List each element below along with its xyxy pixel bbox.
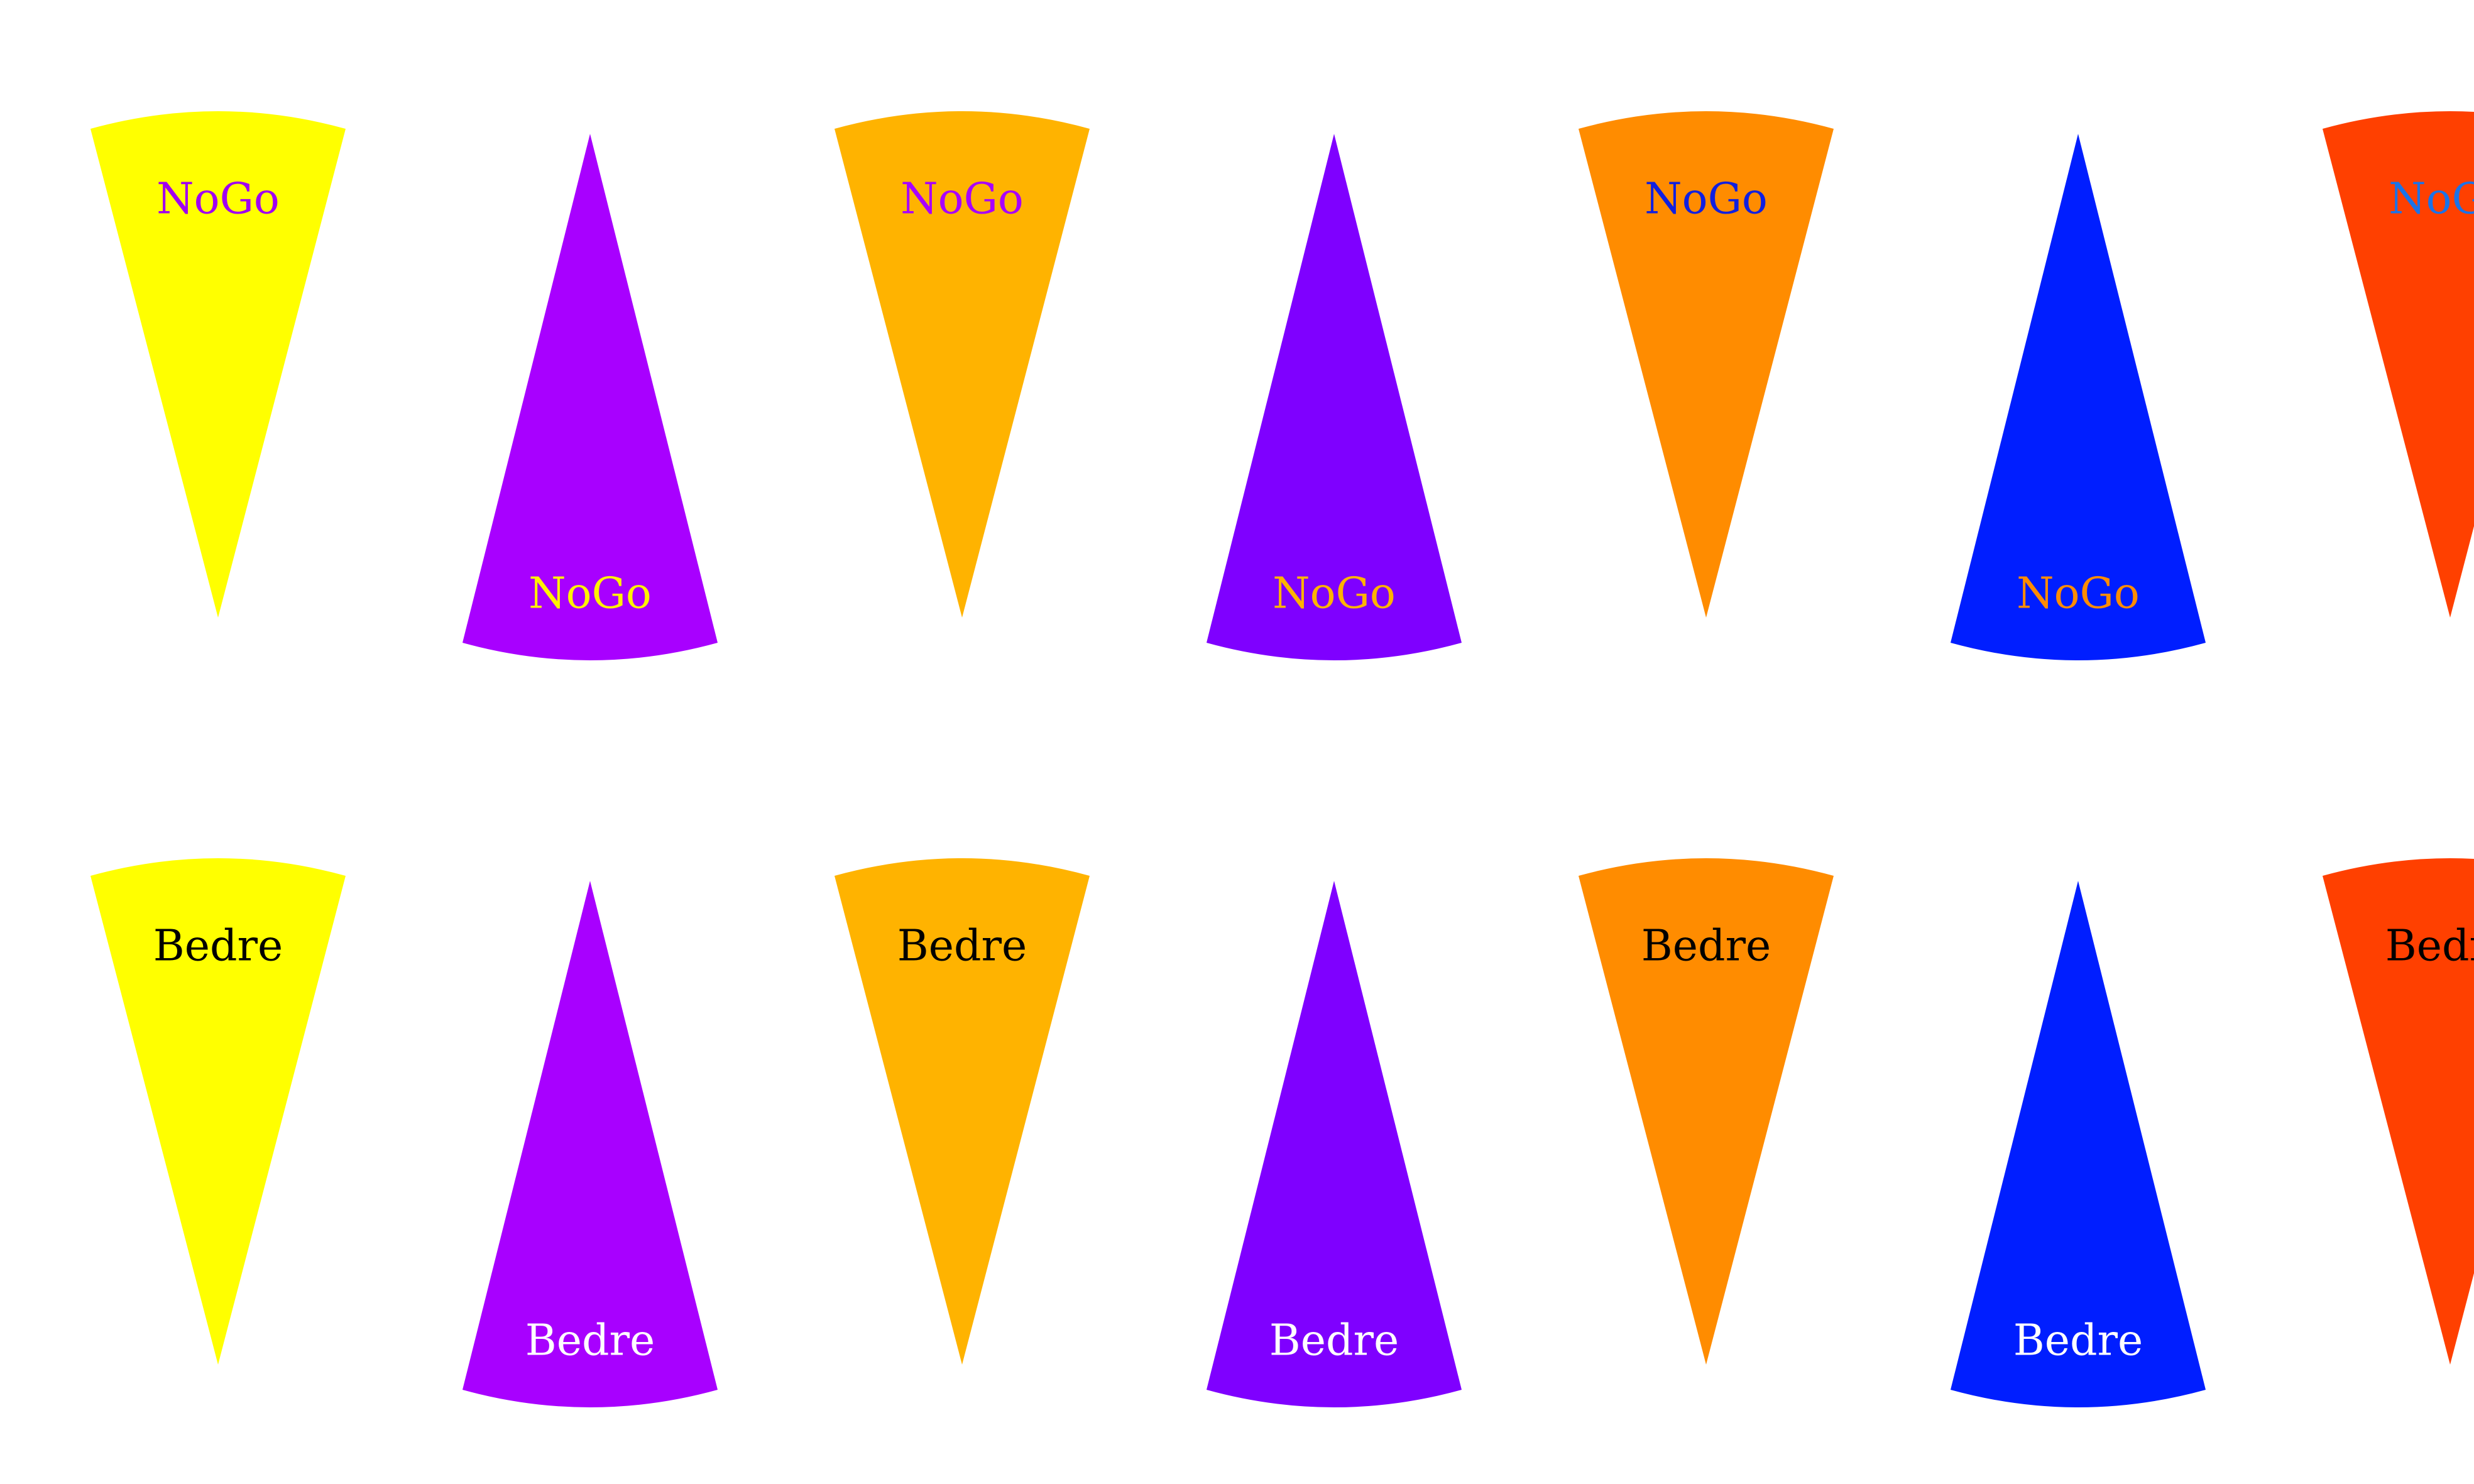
wedge-bedre-6: Bedre <box>1951 881 2206 1407</box>
wedge-label: Bedre <box>897 922 1027 971</box>
wedge-shape <box>2323 111 2474 618</box>
wedge-shape <box>835 858 1090 1365</box>
wedge-nogo-1: NoGo <box>90 111 346 618</box>
wedge-nogo-4: NoGo <box>1207 134 1462 660</box>
wedge-label: Bedre <box>525 1316 655 1366</box>
wedge-label: Bedre <box>153 922 283 971</box>
wedge-shape <box>1579 858 1834 1365</box>
wedge-label: NoGo <box>156 175 280 224</box>
wedge-label: NoGo <box>528 569 652 619</box>
wedge-label: Bedre <box>2013 1316 2143 1366</box>
wedge-bedre-2: Bedre <box>463 881 718 1407</box>
wedge-nogo-2: NoGo <box>463 134 718 660</box>
wedge-label: NoGo <box>900 175 1024 224</box>
wedge-label: Bedre <box>2385 922 2474 971</box>
wedge-shape <box>1207 881 1462 1407</box>
wedge-label: NoGo <box>2389 175 2474 224</box>
wedge-bedre-4: Bedre <box>1207 881 1462 1407</box>
wedge-row-nogo: NoGoNoGoNoGoNoGoNoGoNoGoNoGoNoGoNoGoNoGo… <box>90 111 2474 660</box>
wedge-shape <box>463 881 718 1407</box>
wedge-label: Bedre <box>1641 922 1771 971</box>
wedge-nogo-6: NoGo <box>1951 134 2206 660</box>
wedge-bedre-5: Bedre <box>1579 858 1834 1365</box>
wedge-shape <box>835 111 1090 618</box>
wedge-shape <box>90 111 346 618</box>
wedge-nogo-5: NoGo <box>1579 111 1834 618</box>
wedge-bedre-7: Bedre <box>2323 858 2474 1365</box>
wedge-label: NoGo <box>1645 175 1768 224</box>
wedge-label: Bedre <box>1269 1316 1399 1366</box>
wedge-shape <box>1951 134 2206 660</box>
wedge-nogo-3: NoGo <box>835 111 1090 618</box>
wedge-label: NoGo <box>1273 569 1396 619</box>
wedge-shape <box>1951 881 2206 1407</box>
wedge-bedre-3: Bedre <box>835 858 1090 1365</box>
wedge-shape <box>1579 111 1834 618</box>
wedge-shape <box>463 134 718 660</box>
wedge-shape <box>1207 134 1462 660</box>
wedge-bedre-1: Bedre <box>90 858 346 1365</box>
wedge-row-bedre: BedreBedreBedreBedreBedreBedreBedreBedre… <box>90 858 2474 1407</box>
wedge-shape <box>90 858 346 1365</box>
wedge-nogo-7: NoGo <box>2323 111 2474 618</box>
wedge-shape <box>2323 858 2474 1365</box>
wedge-label: NoGo <box>2017 569 2140 619</box>
